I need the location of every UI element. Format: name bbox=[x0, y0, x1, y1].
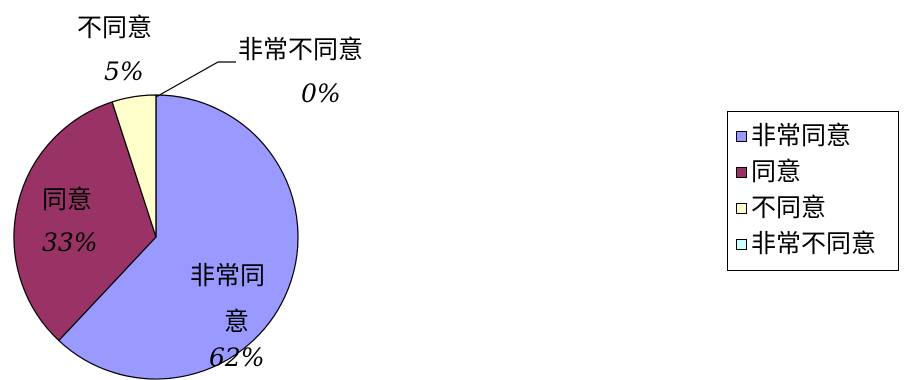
pie-slice-非常同意 bbox=[57, 94, 299, 380]
legend-swatch bbox=[736, 238, 747, 250]
data-label-非常同意: 非常同意 62% bbox=[190, 261, 265, 372]
data-label-非常不同意: 非常不同意 0% bbox=[238, 35, 363, 108]
legend-label: 不同意 bbox=[751, 193, 827, 222]
legend-label: 非常不同意 bbox=[751, 229, 877, 258]
data-label-不同意: 不同意 5% bbox=[77, 13, 152, 86]
pie-slices bbox=[13, 94, 299, 380]
legend-item-非常同意: 非常同意 bbox=[736, 118, 898, 154]
data-label-percent: 5% bbox=[104, 57, 144, 86]
legend-item-不同意: 不同意 bbox=[736, 190, 898, 226]
legend-label: 非常同意 bbox=[751, 121, 852, 150]
data-label-text: 意 bbox=[224, 307, 249, 336]
legend-swatch bbox=[736, 130, 747, 142]
data-labels: 非常同意 62% 同意 33% 不同意 5% 非常不同意 0% bbox=[42, 13, 363, 372]
data-label-percent: 0% bbox=[301, 79, 341, 108]
data-label-text: 不同意 bbox=[77, 13, 152, 42]
legend-swatch bbox=[736, 202, 747, 214]
data-label-同意: 同意 33% bbox=[42, 185, 98, 257]
pie-slice-同意 bbox=[13, 101, 157, 342]
data-label-text: 同意 bbox=[42, 185, 92, 214]
legend-item-同意: 同意 bbox=[736, 154, 898, 190]
data-label-percent: 62% bbox=[209, 343, 265, 372]
data-label-percent: 33% bbox=[42, 228, 98, 257]
data-label-text: 非常不同意 bbox=[238, 35, 363, 64]
legend-swatch bbox=[736, 166, 747, 178]
leader-line-非常不同意 bbox=[155, 61, 236, 98]
legend-label: 同意 bbox=[751, 157, 802, 186]
data-label-text: 非常同 bbox=[190, 261, 265, 290]
legend-item-非常不同意: 非常不同意 bbox=[736, 226, 898, 262]
legend: 非常同意 同意 不同意 非常不同意 bbox=[727, 111, 899, 271]
